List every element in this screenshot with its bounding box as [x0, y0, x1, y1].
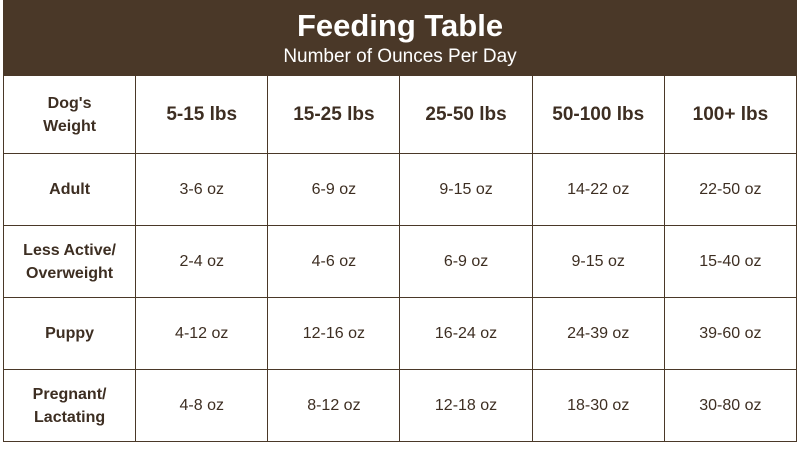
table-cell: 15-40 oz: [663, 225, 798, 298]
table-cell: 6-9 oz: [399, 225, 533, 298]
table-cell: 9-15 oz: [399, 153, 533, 226]
table-cell: 3-6 oz: [135, 153, 269, 226]
table-row: Puppy 4-12 oz 12-16 oz 16-24 oz 24-39 oz 39-6…: [2, 297, 798, 370]
table-row: Pregnant/ Lactating 4-8 oz 8-12 oz 12-18 oz…: [2, 369, 798, 442]
feeding-table-container: Feeding Table Number of Ounces Per Day D…: [2, 0, 798, 442]
row-label: Puppy: [2, 297, 137, 370]
table-row: Adult 3-6 oz 6-9 oz 9-15 oz 14-22 oz 22-50 oz: [2, 153, 798, 226]
column-header: 5-15 lbs: [135, 75, 269, 154]
feeding-table: Dog's Weight 5-15 lbs 15-25 lbs 25-50 lbs 50…: [2, 75, 798, 442]
column-header: 25-50 lbs: [399, 75, 533, 154]
table-cell: 22-50 oz: [663, 153, 798, 226]
table-cell: 9-15 oz: [531, 225, 665, 298]
table-cell: 39-60 oz: [663, 297, 798, 370]
table-cell: 4-12 oz: [135, 297, 269, 370]
table-cell: 24-39 oz: [531, 297, 665, 370]
table-cell: 30-80 oz: [663, 369, 798, 442]
row-label: Less Active/ Overweight: [2, 225, 137, 298]
table-cell: 12-16 oz: [267, 297, 401, 370]
table-subtitle: Number of Ounces Per Day: [283, 46, 517, 67]
table-cell: 4-6 oz: [267, 225, 401, 298]
row-header-label: Dog's Weight: [2, 75, 137, 154]
table-cell: 6-9 oz: [267, 153, 401, 226]
column-header: 100+ lbs: [663, 75, 798, 154]
column-header: 15-25 lbs: [267, 75, 401, 154]
table-header: Feeding Table Number of Ounces Per Day: [3, 0, 797, 75]
row-label: Adult: [2, 153, 137, 226]
table-cell: 16-24 oz: [399, 297, 533, 370]
table-cell: 14-22 oz: [531, 153, 665, 226]
column-header-row: Dog's Weight 5-15 lbs 15-25 lbs 25-50 lbs 50…: [2, 75, 798, 154]
table-title: Feeding Table: [296, 8, 504, 43]
table-cell: 2-4 oz: [135, 225, 269, 298]
table-cell: 18-30 oz: [531, 369, 665, 442]
column-header: 50-100 lbs: [531, 75, 665, 154]
table-row: Less Active/ Overweight 2-4 oz 4-6 oz 6-9 o…: [2, 225, 798, 298]
table-cell: 4-8 oz: [135, 369, 269, 442]
table-cell: 12-18 oz: [399, 369, 533, 442]
row-label: Pregnant/ Lactating: [2, 369, 137, 442]
table-cell: 8-12 oz: [267, 369, 401, 442]
